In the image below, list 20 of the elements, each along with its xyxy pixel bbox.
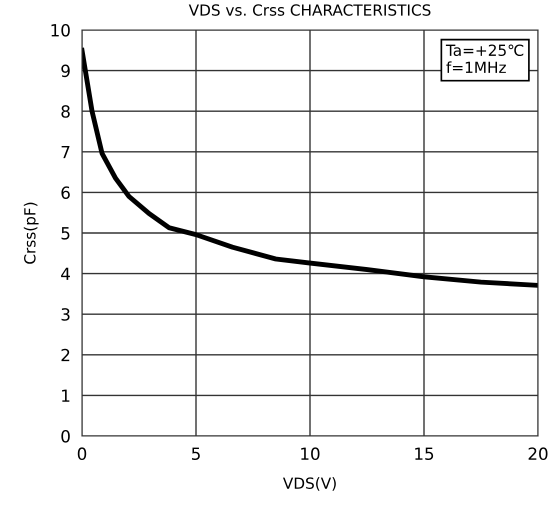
y-tick-label: 5: [62, 227, 70, 240]
y-tick-label: 4: [61, 268, 70, 280]
x-tick-label: 5: [192, 448, 200, 460]
x-tick-label: 15: [415, 448, 434, 460]
x-tick-label: 20: [528, 447, 548, 460]
chart-title: VDS vs. Crss CHARACTERISTICS: [188, 4, 430, 16]
y-tick-label: 7: [62, 146, 70, 158]
x-tick-label: 10: [301, 447, 320, 460]
y-tick-label: 8: [61, 105, 70, 118]
y-tick-label: 10: [52, 24, 70, 37]
annotation: Ta=+25℃ f=1MHz: [446, 44, 524, 73]
y-tick-label: 3: [62, 308, 70, 321]
y-axis-title: Crss(pF): [24, 202, 39, 264]
y-tick-label: 1: [62, 390, 70, 402]
y-tick-label: 6: [61, 186, 70, 199]
y-tick-label: 9: [61, 64, 70, 78]
x-axis-title: VDS(V): [282, 477, 336, 491]
y-tick-label: 0: [61, 430, 70, 443]
x-tick-label: 0: [78, 447, 86, 460]
y-tick-label: 2: [62, 348, 70, 362]
